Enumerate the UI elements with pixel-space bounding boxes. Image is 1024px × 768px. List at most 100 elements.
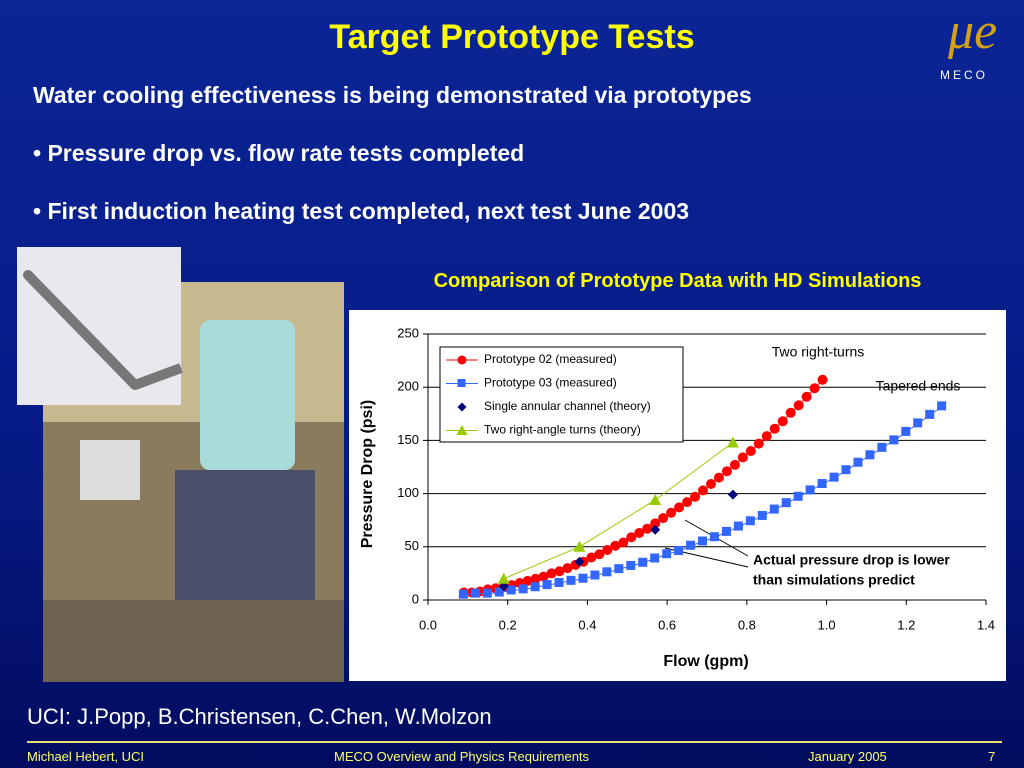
marker: [542, 580, 552, 590]
marker: [690, 491, 701, 502]
marker: [538, 571, 549, 582]
marker: [913, 418, 923, 428]
marker: [578, 573, 588, 583]
marker: [482, 588, 492, 598]
marker: [757, 510, 767, 520]
x-tick-label: 0.6: [658, 617, 676, 632]
annotation: Actual pressure drop is lower: [753, 552, 950, 568]
annotation: Tapered ends: [876, 378, 961, 394]
marker: [573, 540, 586, 552]
x-axis-label: Flow (gpm): [663, 653, 748, 670]
marker: [721, 466, 732, 477]
slide-title: Target Prototype Tests: [329, 18, 695, 56]
marker: [546, 568, 557, 579]
marker: [829, 472, 839, 482]
marker: [727, 489, 738, 500]
marker: [877, 442, 887, 452]
marker: [506, 585, 516, 595]
marker: [618, 537, 629, 548]
footer-page: 7: [988, 749, 996, 764]
marker: [626, 532, 637, 543]
x-tick-label: 0.2: [499, 617, 517, 632]
footer-author: Michael Hebert, UCI: [27, 749, 145, 764]
legend-marker: [456, 425, 468, 435]
marker: [650, 524, 661, 535]
legend-marker: [457, 402, 467, 412]
marker: [713, 472, 724, 483]
intro-text: Water cooling effectiveness is being dem…: [33, 82, 752, 108]
marker: [761, 431, 772, 442]
bullet-text: First induction heating test completed, …: [47, 198, 690, 224]
marker: [634, 527, 645, 538]
chart-title: Comparison of Prototype Data with HD Sim…: [433, 270, 922, 292]
marker: [781, 498, 791, 508]
marker: [889, 435, 899, 445]
x-tick-label: 0.0: [419, 617, 437, 632]
floor: [43, 600, 344, 682]
y-tick-label: 250: [397, 325, 419, 340]
marker: [698, 536, 708, 546]
marker: [777, 416, 788, 427]
marker: [602, 567, 612, 577]
marker: [574, 556, 585, 567]
marker: [729, 459, 740, 470]
legend: [439, 346, 684, 443]
marker: [586, 552, 597, 563]
logo-glyph: μe: [948, 3, 998, 60]
marker: [769, 423, 780, 434]
marker: [530, 573, 541, 584]
marker: [737, 452, 748, 463]
marker: [817, 374, 828, 385]
marker: [865, 450, 875, 460]
y-tick-label: 100: [397, 485, 419, 500]
x-tick-label: 0.4: [578, 617, 596, 632]
annotation: than simulations predict: [753, 572, 915, 588]
marker: [674, 502, 685, 513]
legend-marker: [457, 379, 466, 387]
marker: [793, 491, 803, 501]
marker: [925, 409, 935, 419]
marker: [793, 400, 804, 411]
marker: [650, 518, 661, 529]
legend-label: Two right-angle turns (theory): [484, 423, 641, 437]
marker: [470, 588, 480, 598]
marker: [709, 532, 719, 542]
monitor: [80, 440, 140, 500]
footer-talk: MECO Overview and Physics Requirements: [334, 749, 590, 764]
footer-date: January 2005: [808, 749, 887, 764]
legend-label: Single annular channel (theory): [484, 399, 651, 413]
y-tick-label: 200: [397, 379, 419, 394]
annotation: Two right-turns: [772, 344, 865, 360]
legend-label: Prototype 02 (measured): [484, 352, 617, 366]
y-axis-label: Pressure Drop (psi): [359, 400, 376, 548]
marker: [841, 465, 851, 475]
marker: [733, 521, 743, 531]
marker: [530, 582, 540, 592]
marker: [666, 507, 677, 518]
logo-text: MECO: [940, 68, 988, 82]
marker: [745, 516, 755, 526]
marker: [674, 546, 684, 556]
pipe: [133, 363, 183, 390]
bullet: • Pressure drop vs. flow rate tests comp…: [33, 140, 525, 166]
marker: [853, 457, 863, 467]
marker: [805, 485, 815, 495]
marker: [698, 485, 709, 496]
marker: [769, 504, 779, 514]
marker: [937, 401, 947, 411]
x-tick-label: 1.2: [897, 617, 915, 632]
marker: [686, 540, 696, 550]
marker: [562, 563, 573, 574]
marker: [610, 540, 621, 551]
x-tick-label: 1.0: [818, 617, 836, 632]
marker: [801, 391, 812, 402]
marker: [753, 438, 764, 449]
legend-label: Prototype 03 (measured): [484, 376, 617, 390]
bullet-text: Pressure drop vs. flow rate tests comple…: [47, 140, 525, 166]
marker: [649, 493, 662, 505]
marker: [566, 575, 576, 585]
marker: [658, 513, 669, 524]
marker: [650, 553, 660, 563]
